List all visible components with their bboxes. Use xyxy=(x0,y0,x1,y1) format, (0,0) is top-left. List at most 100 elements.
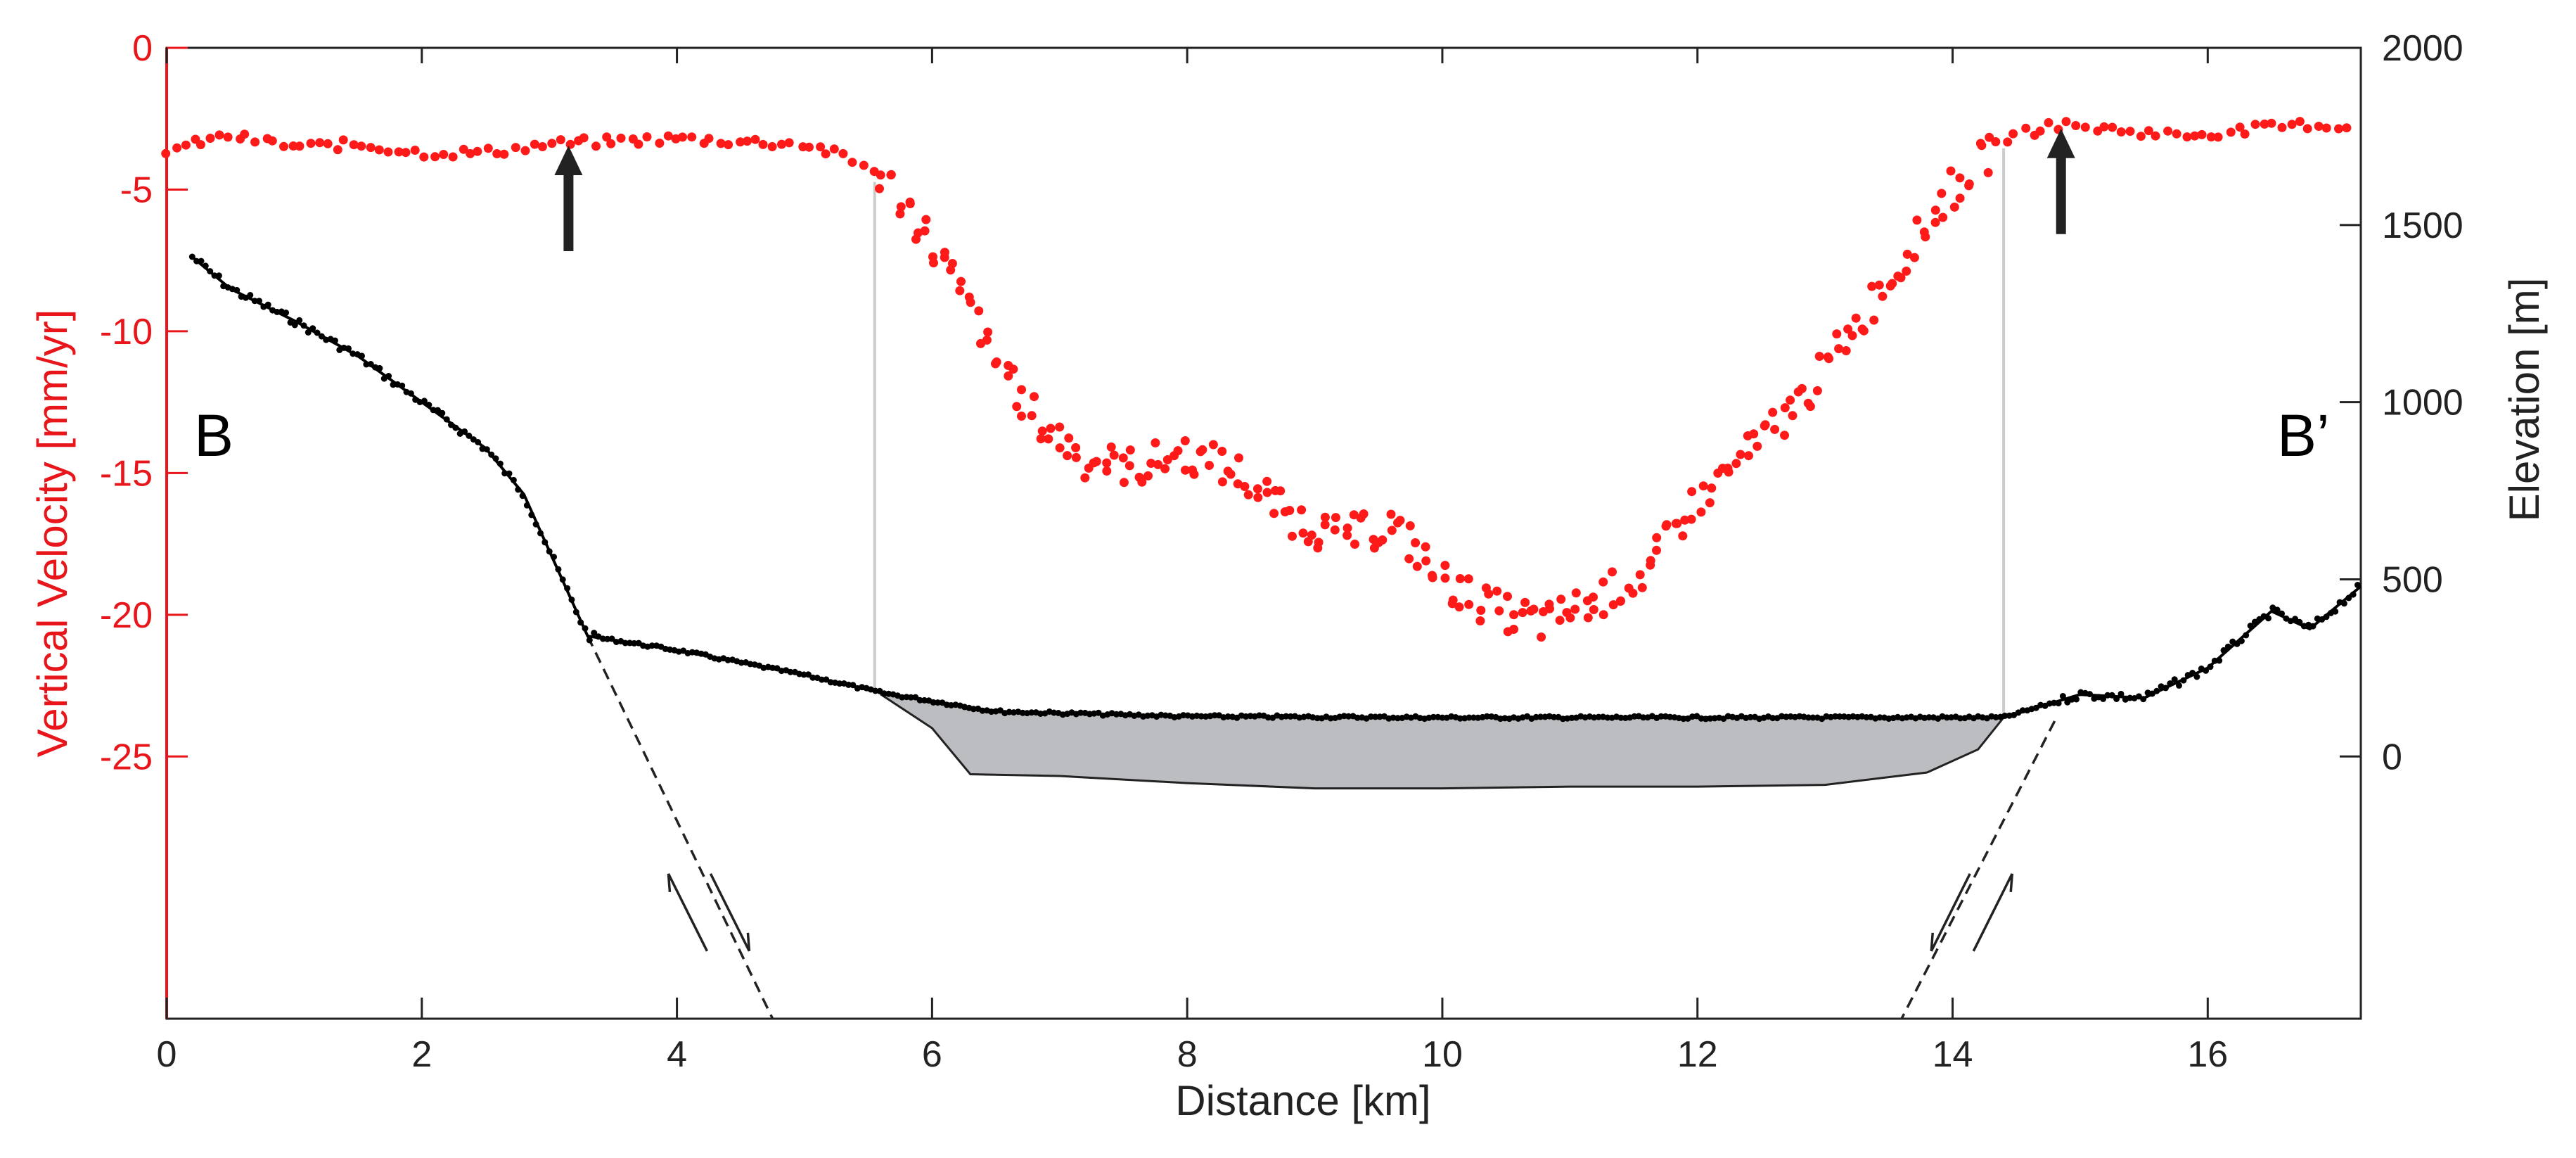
velocity-point xyxy=(1869,315,1879,325)
elevation-point xyxy=(2247,623,2254,629)
velocity-point xyxy=(267,136,277,146)
velocity-point xyxy=(511,143,520,153)
elevation-point xyxy=(247,292,254,298)
velocity-point xyxy=(921,215,931,224)
elevation-point xyxy=(528,511,535,518)
velocity-point xyxy=(2108,122,2117,132)
elevation-point xyxy=(251,298,258,305)
velocity-point xyxy=(1938,212,1948,222)
velocity-point xyxy=(687,132,697,142)
bottom-tick-label: 0 xyxy=(157,1034,177,1075)
velocity-point xyxy=(1723,464,1733,473)
elevation-point xyxy=(2265,615,2271,622)
elevation-point xyxy=(1809,714,1816,721)
elevation-point xyxy=(2220,647,2227,654)
velocity-point xyxy=(1303,537,1313,547)
velocity-point xyxy=(1696,507,1706,517)
velocity-point xyxy=(1320,512,1330,522)
elevation-point xyxy=(1747,713,1754,720)
velocity-point xyxy=(1503,592,1512,602)
velocity-point xyxy=(1949,202,1959,212)
elevation-point xyxy=(2243,632,2250,639)
plot-frame xyxy=(165,46,2362,1020)
velocity-point xyxy=(896,202,906,212)
elevation-point xyxy=(1180,712,1187,719)
velocity-point xyxy=(1843,324,1853,334)
velocity-point xyxy=(1570,604,1580,614)
fault-slip-arrows xyxy=(667,873,2013,952)
velocity-point xyxy=(2172,129,2181,139)
profile-start-label: B xyxy=(194,402,233,469)
elevation-point xyxy=(850,682,857,689)
velocity-point xyxy=(1878,291,1888,301)
elevation-point xyxy=(2104,692,2111,699)
velocity-point xyxy=(2250,120,2260,129)
elevation-point xyxy=(215,272,222,279)
elevation-point xyxy=(970,706,977,713)
elevation-point xyxy=(1595,713,1602,720)
elevation-point xyxy=(586,637,593,644)
velocity-point xyxy=(1125,445,1135,455)
velocity-point xyxy=(1707,483,1717,493)
bottom-axis-title: Distance [km] xyxy=(1175,1077,1430,1124)
velocity-point xyxy=(1071,452,1081,462)
elevation-point xyxy=(1658,713,1665,720)
velocity-point xyxy=(1912,215,1922,225)
elevation-point xyxy=(2100,695,2107,702)
velocity-point xyxy=(2044,117,2053,127)
velocity-point xyxy=(875,184,884,193)
velocity-point xyxy=(905,197,915,207)
velocity-point xyxy=(1153,459,1163,469)
velocity-point xyxy=(357,141,366,151)
velocity-point xyxy=(439,150,449,159)
velocity-point xyxy=(1285,506,1295,515)
velocity-point xyxy=(1955,173,1965,183)
elevation-point xyxy=(551,554,557,561)
elevation-point xyxy=(880,690,887,697)
velocity-point xyxy=(1298,528,1308,538)
velocity-point xyxy=(1440,573,1450,583)
elevation-point xyxy=(1430,713,1437,720)
elevation-point xyxy=(1051,709,1058,716)
velocity-point xyxy=(1823,352,1833,362)
velocity-point xyxy=(1350,540,1359,549)
velocity-point xyxy=(634,139,643,149)
elevation-point xyxy=(559,576,566,583)
velocity-point xyxy=(1752,441,1762,451)
elevation-point xyxy=(430,407,437,414)
elevation-point xyxy=(1345,713,1352,720)
velocity-point xyxy=(1780,403,1790,413)
elevation-point xyxy=(519,492,526,500)
velocity-point xyxy=(1608,567,1617,577)
velocity-point xyxy=(1520,597,1530,607)
velocity-point xyxy=(2206,132,2216,142)
velocity-point xyxy=(196,140,205,150)
fault-lines xyxy=(587,635,2056,1019)
velocity-point xyxy=(1262,476,1272,486)
elevation-point xyxy=(1667,713,1674,720)
velocity-point xyxy=(1476,606,1486,615)
elevation-point xyxy=(988,708,995,715)
elevation-point xyxy=(211,272,218,279)
elevation-point xyxy=(648,642,655,649)
velocity-point xyxy=(1343,523,1352,533)
elevation-point xyxy=(496,460,504,467)
elevation-point xyxy=(2176,682,2182,689)
elevation-point xyxy=(331,337,338,344)
velocity-point xyxy=(1736,450,1745,459)
velocity-point xyxy=(805,142,814,152)
elevation-point xyxy=(448,421,454,428)
velocity-point xyxy=(1589,605,1598,614)
elevation-point xyxy=(2108,692,2115,699)
elevation-point xyxy=(1836,713,1843,720)
velocity-point xyxy=(1055,422,1065,432)
velocity-point xyxy=(1071,443,1081,452)
velocity-point xyxy=(333,145,342,155)
velocity-point xyxy=(1188,465,1197,475)
slip-arrow-shaft xyxy=(667,873,708,952)
velocity-point xyxy=(2334,124,2343,134)
velocity-point xyxy=(1964,179,1974,189)
velocity-point xyxy=(758,139,768,149)
elevation-point xyxy=(2059,693,2066,699)
velocity-point xyxy=(1012,402,1022,412)
